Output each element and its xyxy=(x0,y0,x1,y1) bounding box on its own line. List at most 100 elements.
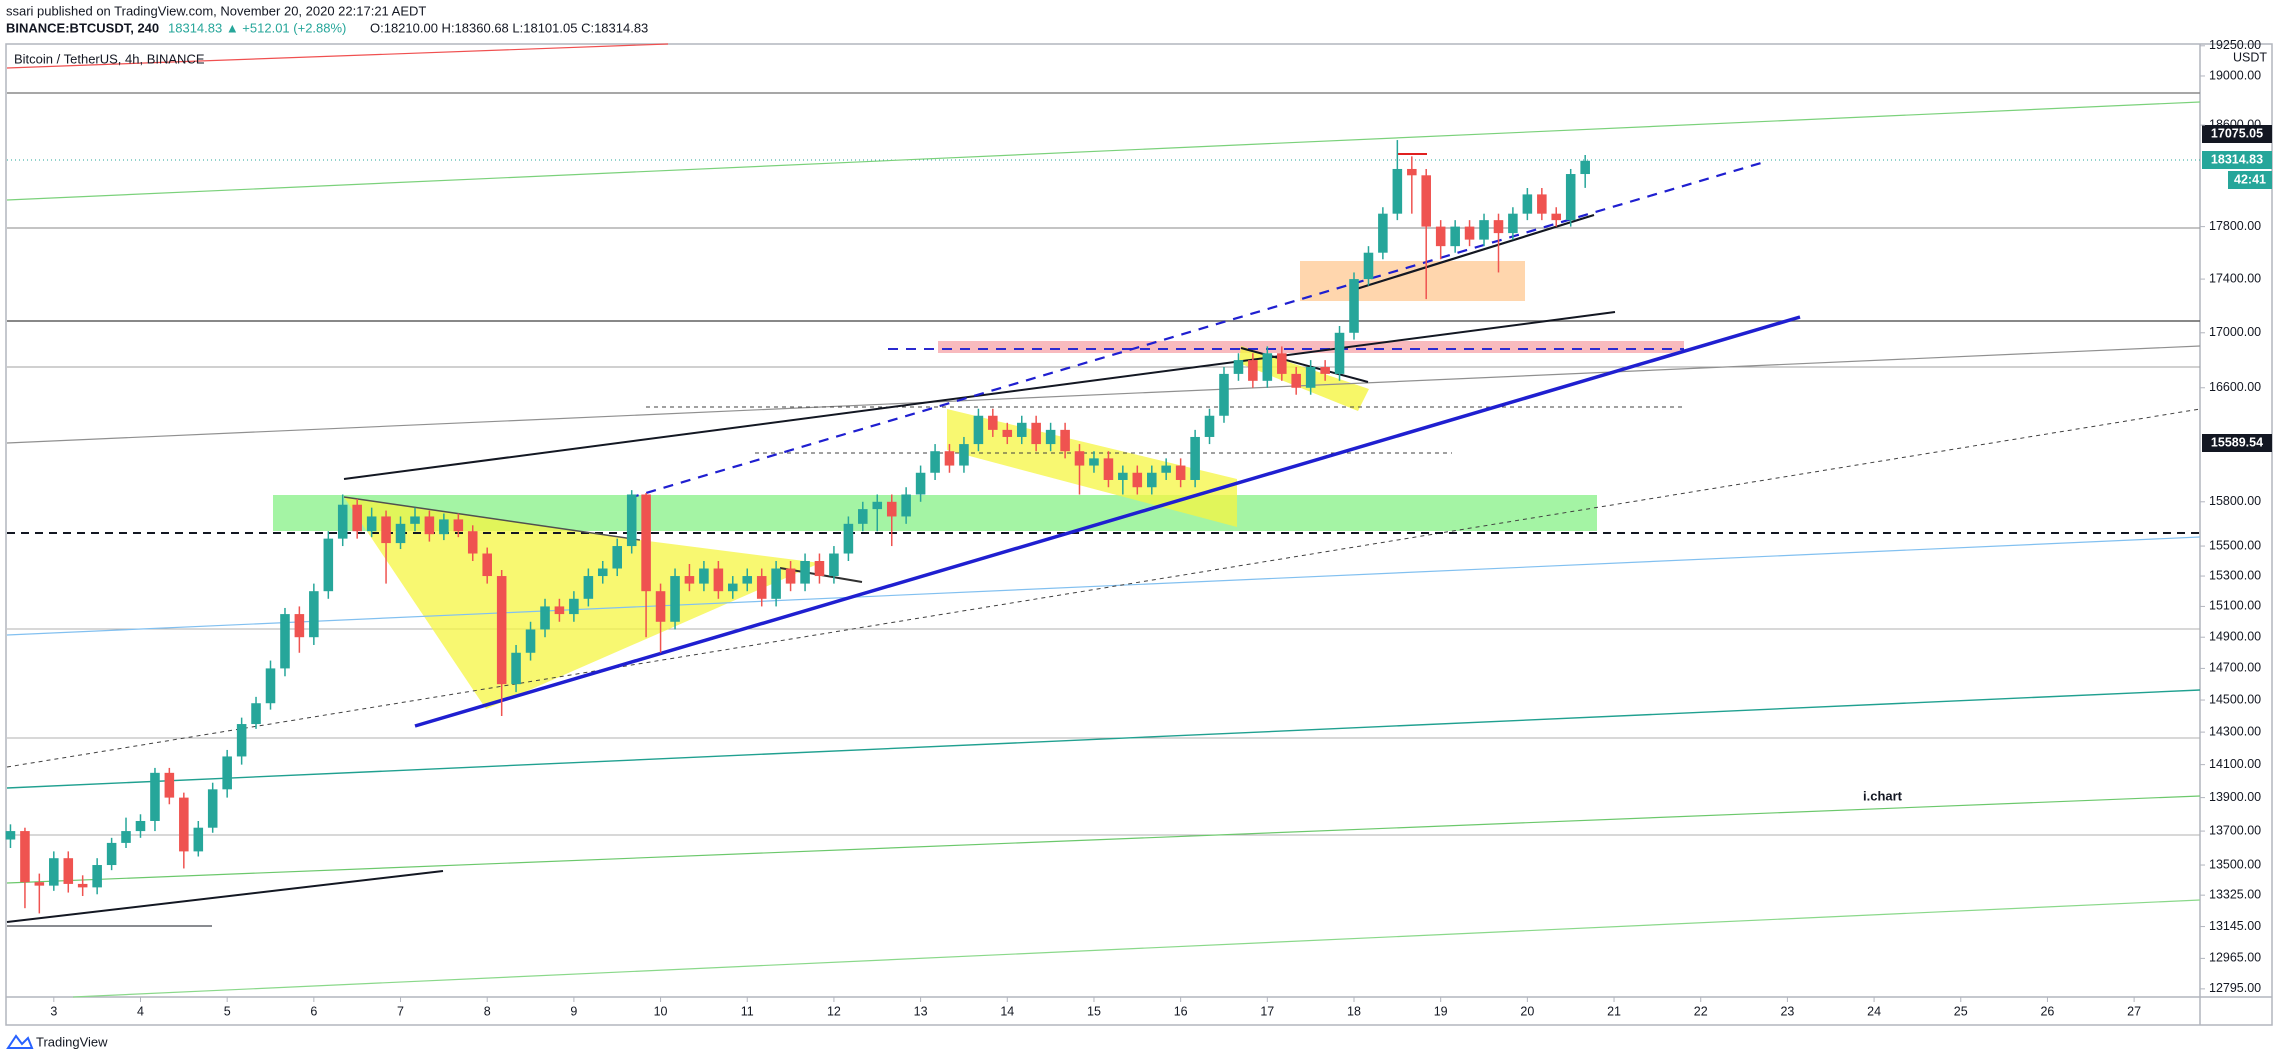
trend-line xyxy=(6,345,2201,444)
candle-body xyxy=(1320,366,1330,374)
y-tick-label: 14900.00 xyxy=(2209,630,2261,644)
y-tick-label: 15800.00 xyxy=(2209,494,2261,508)
x-tick-label: 22 xyxy=(1694,1004,1708,1018)
candles xyxy=(5,140,1590,914)
x-tick-label: 14 xyxy=(1000,1004,1014,1018)
candle-body xyxy=(1464,226,1475,240)
y-tick-label: 17000.00 xyxy=(2209,325,2261,339)
candle-body xyxy=(106,842,117,866)
candle-body xyxy=(1565,174,1576,221)
x-tick-label: 15 xyxy=(1087,1004,1101,1018)
ohlc: O:18210.00 H:18360.68 L:18101.05 C:18314… xyxy=(370,20,648,35)
candle-body xyxy=(1175,465,1186,480)
candle-body xyxy=(915,472,926,495)
price-label-box xyxy=(2202,125,2272,143)
x-tick-label: 19 xyxy=(1434,1004,1448,1018)
y-tick-label: 13325.00 xyxy=(2209,887,2261,901)
candle-body xyxy=(92,865,102,888)
candle-body xyxy=(381,516,391,544)
candle-body xyxy=(785,568,796,584)
candle-body xyxy=(699,568,709,584)
candle-body xyxy=(49,858,59,886)
candle-body xyxy=(1204,415,1215,437)
candle-body xyxy=(150,772,160,821)
candle-body xyxy=(164,772,175,798)
candle-body xyxy=(843,523,854,554)
candle-body xyxy=(597,568,608,577)
candle-body xyxy=(1537,194,1547,214)
candle-body xyxy=(424,516,435,535)
candle-body xyxy=(1407,168,1417,176)
candle-body xyxy=(1233,360,1244,374)
candle-body xyxy=(583,576,594,599)
publisher: ssari published on TradingView.com, Nove… xyxy=(6,3,426,18)
x-tick-label: 10 xyxy=(654,1004,668,1018)
pattern-edge xyxy=(343,496,641,541)
candle-body xyxy=(34,882,45,886)
candle-body xyxy=(1248,360,1258,381)
candle-body xyxy=(1161,465,1171,473)
drawings xyxy=(6,43,2201,998)
candle-body xyxy=(20,831,30,883)
candle-body xyxy=(467,531,478,554)
candle-body xyxy=(1479,220,1489,240)
candle-body xyxy=(5,831,16,840)
candle-body xyxy=(1349,279,1359,333)
trend-line xyxy=(6,101,2201,201)
y-tick-label: 12965.00 xyxy=(2209,951,2261,965)
candle-body xyxy=(1118,472,1128,480)
candle-body xyxy=(886,501,897,517)
candle-body xyxy=(337,504,348,539)
candle-body xyxy=(771,568,781,599)
x-tick-label: 5 xyxy=(224,1004,231,1018)
candle-body xyxy=(1291,373,1301,388)
candle-body xyxy=(1421,175,1431,227)
y-tick-label: 14300.00 xyxy=(2209,724,2261,738)
candle-body xyxy=(569,598,579,615)
x-tick-label: 26 xyxy=(2040,1004,2054,1018)
candle-body xyxy=(988,415,998,430)
candle-body xyxy=(858,509,868,524)
last-price-label: 18314.83 xyxy=(2211,152,2263,166)
candle-body xyxy=(366,516,377,532)
candle-body xyxy=(1089,458,1099,466)
candle-body xyxy=(1190,436,1200,480)
candle-body xyxy=(641,494,651,592)
x-tick-label: 21 xyxy=(1607,1004,1621,1018)
candle-body xyxy=(540,606,550,630)
candle-body xyxy=(1277,353,1287,374)
candle-body xyxy=(1435,226,1446,247)
candle-body xyxy=(1522,194,1533,214)
x-tick-label: 12 xyxy=(827,1004,841,1018)
candle-body xyxy=(1045,429,1056,445)
candle-body xyxy=(1132,472,1143,488)
candle-body xyxy=(280,614,290,669)
frame xyxy=(5,43,2273,1026)
x-tick-label: 8 xyxy=(484,1004,491,1018)
candle-body xyxy=(352,504,362,532)
flag-pattern xyxy=(1239,346,1369,411)
y-tick-label: 12795.00 xyxy=(2209,981,2261,995)
candle-body xyxy=(626,494,637,547)
candle-body xyxy=(901,494,911,517)
brand-logo xyxy=(6,1034,34,1049)
y-tick-label: 18600.00 xyxy=(2209,117,2261,131)
candle-body xyxy=(323,538,334,592)
candle-body xyxy=(973,415,984,445)
candle-body xyxy=(525,629,536,653)
support-trend xyxy=(414,315,1801,728)
candle-body xyxy=(930,451,940,473)
candle-body xyxy=(829,553,839,577)
y-unit: USDT xyxy=(2233,50,2267,64)
candle-body xyxy=(496,576,507,685)
candle-body xyxy=(1378,213,1388,253)
candle-body xyxy=(121,831,131,843)
candle-body xyxy=(684,576,695,584)
trend-line xyxy=(6,870,444,923)
x-tick-label: 18 xyxy=(1347,1004,1361,1018)
candle-body xyxy=(655,591,666,622)
candle-body xyxy=(193,827,204,852)
candle-body xyxy=(814,561,825,577)
candle-body xyxy=(309,591,319,638)
